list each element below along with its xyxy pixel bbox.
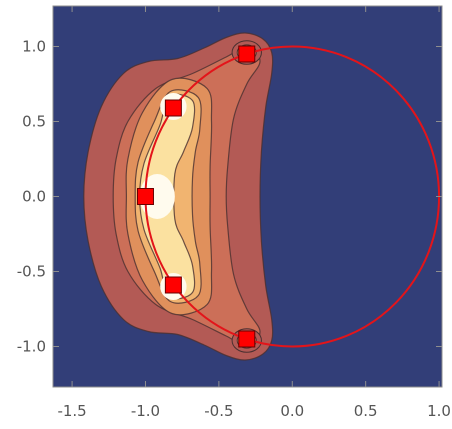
marker-3 [136, 188, 154, 205]
x-tick-label: -1.5 [57, 402, 86, 420]
marker-1 [238, 45, 256, 63]
x-tick-label: 0.5 [354, 402, 378, 420]
x-tick-label: 0.0 [280, 402, 304, 420]
y-tick-label: 1.0 [22, 38, 46, 56]
y-tick-label: -1.0 [17, 338, 46, 356]
plot-area [53, 6, 442, 387]
marker-5 [238, 330, 256, 348]
marker-4 [164, 276, 182, 294]
x-tick-label: 1.0 [427, 402, 451, 420]
x-axis: -1.5 -1.0 -0.5 0.0 0.5 1.0 [57, 6, 451, 420]
y-axis: -1.0 -0.5 0.0 0.5 1.0 [17, 38, 442, 356]
x-tick-label: -0.5 [204, 402, 233, 420]
x-tick-label: -1.0 [131, 402, 160, 420]
marker-points [136, 45, 256, 348]
y-tick-label: 0.0 [22, 188, 46, 206]
contour-peak-3 [139, 174, 175, 219]
y-tick-label: 0.5 [22, 113, 46, 131]
marker-2 [164, 99, 182, 117]
y-tick-label: -0.5 [17, 263, 46, 281]
